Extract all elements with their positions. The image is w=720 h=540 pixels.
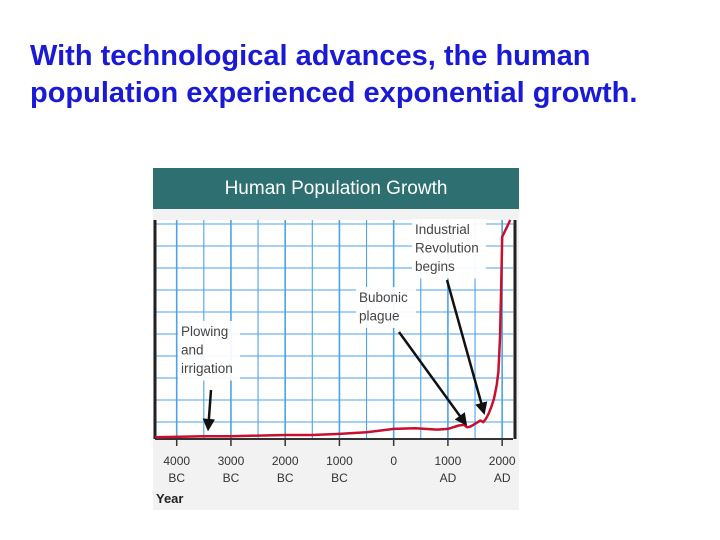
x-axis-ticks: 4000 BC 3000 BC 2000 BC 1000 BC 0 1000 AD 2000 AD (163, 439, 516, 485)
grid (155, 220, 513, 440)
annotation-arrow (397, 331, 468, 426)
annotation-label: Bubonic (359, 290, 408, 305)
x-axis-label: Year (156, 491, 183, 506)
annotation-label: Revolution (415, 241, 479, 256)
x-tick-era-label: AD (440, 471, 457, 485)
x-tick-label: 1000 (326, 454, 353, 468)
annotation-background (356, 287, 416, 328)
slide-title-line-2: population experienced exponential growt… (30, 77, 638, 109)
annotation-label: irrigation (181, 361, 233, 376)
chart-plot: 4000 BC 3000 BC 2000 BC 1000 BC 0 1000 AD 2000 AD Pl… (153, 219, 517, 506)
x-tick-label: 2000 (272, 454, 299, 468)
annotations: Plowing and irrigation Bubonic plague Industr… (178, 219, 488, 432)
x-tick-era-label: BC (223, 471, 240, 485)
annotation-background (412, 219, 486, 279)
x-tick-label: 2000 (489, 454, 516, 468)
x-tick-label: 3000 (218, 454, 245, 468)
x-tick-label: 4000 (163, 454, 190, 468)
annotation-arrow (445, 279, 488, 415)
slide-title-line-1: With technological advances, the human (30, 40, 591, 72)
annotation-label: plague (359, 309, 400, 324)
slide-title: With technological advances, the human p… (30, 38, 700, 112)
annotation-arrow (202, 389, 216, 432)
population-chart: Human Population Growth 4000 BC 3000 BC 2000… (153, 168, 519, 510)
population-line (154, 219, 512, 439)
annotation-background (178, 321, 240, 381)
x-tick-era-label: BC (277, 471, 294, 485)
chart-title: Human Population Growth (153, 168, 519, 209)
x-tick-era-label: BC (168, 471, 185, 485)
annotation-label: Plowing (181, 324, 228, 339)
x-tick-era-label: BC (331, 471, 348, 485)
annotation-label: Industrial (415, 222, 470, 237)
x-tick-label: 1000 (435, 454, 462, 468)
annotation-label: begins (415, 259, 455, 274)
annotation-label: and (181, 343, 204, 358)
x-tick-era-label: AD (494, 471, 511, 485)
x-tick-label: 0 (390, 454, 397, 468)
